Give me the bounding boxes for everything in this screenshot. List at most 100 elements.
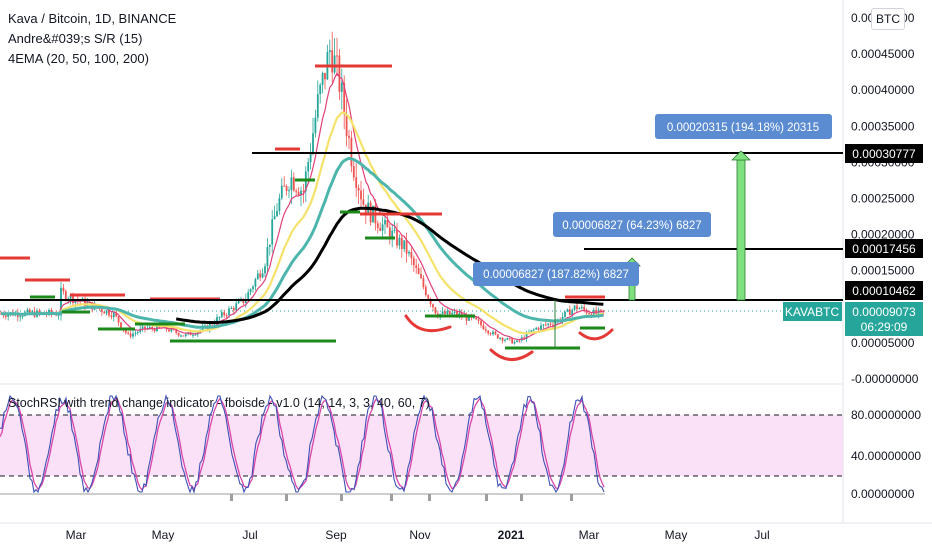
measure-label-3: 0.00020315 (194.18%) 20315 [667, 122, 819, 134]
candle-body [352, 166, 355, 178]
stoch-tick-label: 0.00000000 [851, 487, 915, 501]
candle-body [316, 94, 319, 118]
candle-body [273, 216, 276, 220]
indicator-sr-legend[interactable]: Andre&#039;s S/R (15) [8, 31, 143, 46]
candle-body [424, 286, 427, 296]
candle-body [21, 315, 24, 317]
candle-body [451, 312, 454, 315]
candle-body [261, 273, 264, 278]
candle-body [348, 135, 350, 138]
candle-body [504, 339, 506, 341]
ema-line-50 [0, 111, 604, 335]
price-tick-label: 0.00020000 [851, 228, 915, 242]
candle-body [595, 309, 598, 314]
candle-body [266, 246, 269, 267]
candle-body [285, 186, 288, 191]
candle-body [182, 335, 185, 337]
candle-body [465, 315, 468, 321]
price-tick-label: 0.00045000 [851, 47, 915, 61]
stoch-axis[interactable]: 80.00000000 40.00000000 0.00000000 [851, 408, 921, 501]
candle-body [360, 190, 362, 200]
candle-body [259, 273, 262, 278]
candle-body [283, 185, 286, 187]
candle-body [223, 312, 226, 316]
candle-body [573, 305, 576, 310]
chart-title[interactable]: Kava / Bitcoin, 1D, BINANCE [8, 11, 177, 26]
candle-body [288, 190, 290, 192]
candle-body [417, 268, 420, 275]
smile-annotation-2 [489, 348, 534, 361]
candle-body [345, 113, 348, 136]
candle-body [494, 331, 497, 335]
candle-body [530, 330, 533, 333]
support-resistance-levels [0, 64, 605, 350]
level-label-1-box [845, 144, 923, 163]
candle-body [525, 332, 528, 339]
candle-body [136, 331, 139, 333]
time-axis[interactable]: Mar May Jul Sep Nov 2021 Mar May Jul [66, 528, 770, 542]
stoch-rsi-lines [0, 394, 605, 495]
candle-body [57, 315, 60, 317]
candle-body [403, 240, 406, 250]
ema-line-100 [0, 156, 604, 329]
candle-body [532, 329, 535, 331]
currency-badge[interactable]: BTC [871, 8, 905, 30]
measure-label-3-box[interactable] [655, 114, 832, 139]
countdown-label: 06:29:09 [861, 320, 908, 334]
candle-body [112, 312, 115, 318]
time-tick-label: 2021 [498, 528, 525, 542]
candle-body [592, 309, 595, 317]
price-tick-label: -0.00000000 [851, 372, 919, 386]
indicator-stoch-legend[interactable]: StochRSI with trend change indicator - f… [8, 396, 430, 410]
candle-body [264, 266, 266, 274]
candle-body [295, 190, 298, 192]
candle-body [444, 311, 446, 315]
candle-body [100, 308, 103, 312]
candle-body [148, 326, 151, 329]
candle-body [297, 191, 300, 196]
candle-body [355, 177, 358, 188]
candle-body [340, 82, 343, 92]
measure-label-1-box[interactable] [473, 262, 639, 286]
measure-label-2-box[interactable] [553, 212, 711, 237]
candle-body [64, 291, 67, 300]
candle-body [216, 317, 218, 324]
candle-body [384, 219, 386, 225]
candle-body [576, 305, 578, 310]
candle-body [508, 338, 511, 340]
candle-body [506, 338, 509, 340]
candle-body [434, 307, 437, 314]
candle-body [192, 334, 194, 336]
candle-body [38, 310, 41, 313]
trend-change-mark [428, 494, 431, 501]
candle-body [453, 311, 456, 313]
candle-body [415, 265, 418, 269]
candle-body [588, 313, 590, 315]
candle-body [405, 240, 408, 254]
candle-body [175, 329, 178, 333]
stoch-tick-label: 80.00000000 [851, 408, 921, 422]
candle-body [448, 310, 451, 315]
candle-body [292, 177, 295, 191]
candle-body [247, 292, 250, 300]
candle-body [516, 340, 518, 342]
candle-body [271, 219, 274, 245]
indicator-ema-legend[interactable]: 4EMA (20, 50, 100, 200) [8, 51, 149, 66]
candle-body [19, 316, 22, 318]
candle-body [218, 316, 221, 318]
candle-body [321, 72, 324, 85]
smile-annotation-3 [578, 328, 614, 341]
stoch-tick-label: 40.00000000 [851, 449, 921, 463]
candle-body [583, 306, 586, 310]
level-label-1: 0.00030777 [852, 147, 916, 161]
candle-body [153, 328, 156, 332]
time-tick-label: Nov [409, 528, 430, 542]
candle-body [511, 338, 514, 344]
candle-body [501, 337, 504, 341]
level-label-3-box [845, 281, 923, 300]
candle-body [72, 294, 74, 303]
candle-body [362, 199, 365, 205]
candle-body [456, 311, 458, 316]
candle-body [477, 319, 480, 321]
